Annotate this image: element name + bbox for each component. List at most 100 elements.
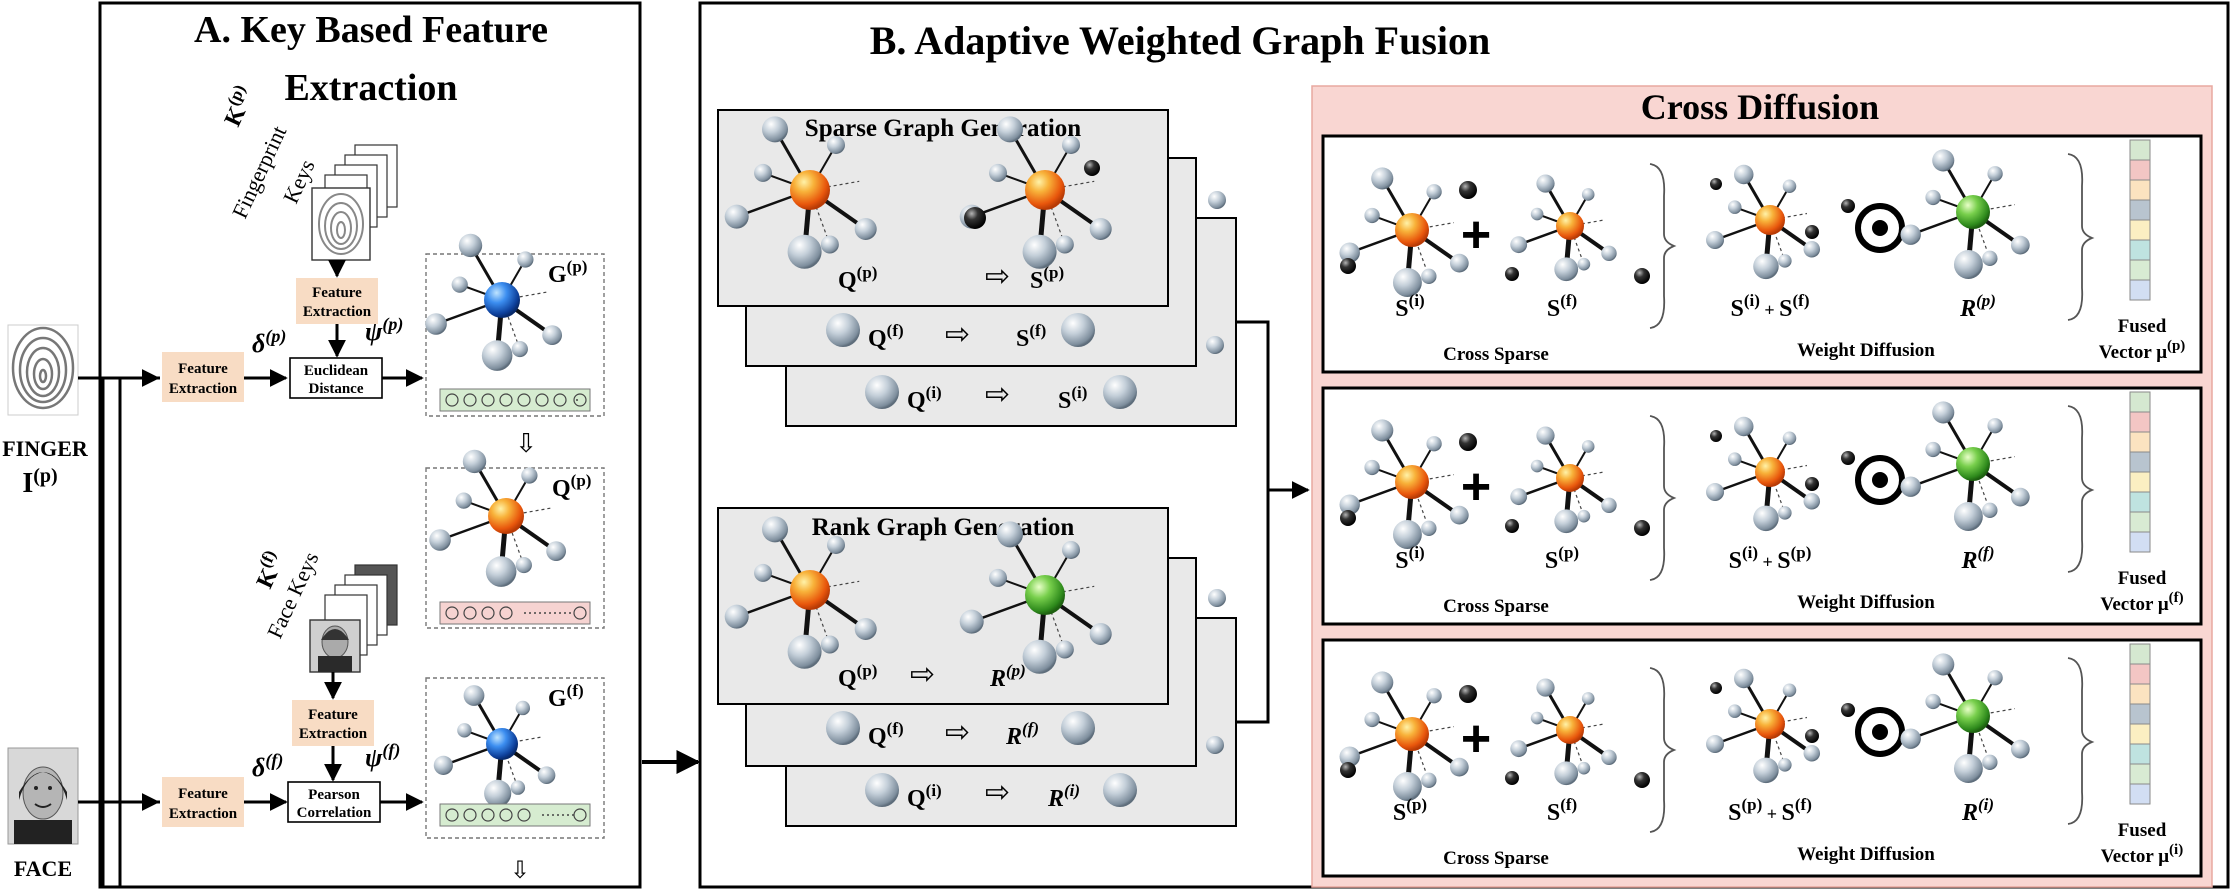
fingerprint-keys-label: K(p) (215, 82, 260, 131)
cross-diffusion-row-3: + S(p) S(f) S(p) + S(f) R(i) Cross Spars… (1321, 638, 2203, 878)
finger-input-label: FINGER (2, 436, 89, 461)
panel-a-border (98, 1, 642, 889)
sparse-q-p: Q(p) (838, 263, 877, 294)
sparse-q-f: Q(f) (868, 321, 904, 352)
psi-p-label: ψ(p) (365, 314, 403, 346)
svg-text:Feature: Feature (178, 786, 228, 802)
orange-star-graph (1706, 164, 1821, 280)
svg-text:S(f): S(f) (1547, 795, 1577, 826)
plus-sign: + (1461, 710, 1491, 768)
fused-label: Fused (2118, 568, 2167, 589)
svg-text:Feature: Feature (308, 707, 358, 723)
rank-r-f: R(f) (1005, 719, 1039, 750)
svg-text:S(p): S(p) (1393, 795, 1427, 826)
orange-star-graph (1706, 668, 1821, 784)
psi-f-label: ψ(f) (365, 740, 400, 772)
weight-diffusion-label: Weight Diffusion (1797, 844, 1935, 865)
rank-q-i: Q(i) (907, 781, 942, 812)
rank-arrow-3: ⇨ (985, 776, 1010, 809)
hadamard-operator (1855, 455, 1905, 505)
graph-box-g-f: G(f) (425, 677, 605, 839)
green-star-graph (1900, 149, 2030, 279)
plus-sign: + (1461, 206, 1491, 264)
face-icon (318, 625, 352, 672)
feature-vector-strip (445, 606, 587, 620)
svg-text:Correlation: Correlation (297, 805, 372, 821)
graph-box-q-p: Q(p) (425, 449, 605, 629)
feature-extraction-box-fingerprint-keys: Feature Extraction (296, 278, 378, 324)
svg-text:R(f): R(f) (1961, 543, 1995, 574)
rank-r-i: R(i) (1047, 781, 1080, 812)
green-star-graph (959, 521, 1112, 674)
fused-vector-bar (2129, 643, 2151, 805)
rank-r-p: R(p) (989, 661, 1026, 692)
fused-vector-bar (2129, 391, 2151, 553)
cross-diffusion-title: Cross Diffusion (1641, 87, 1879, 127)
cross-sparse-label: Cross Sparse (1443, 596, 1549, 617)
cross-row-box (1321, 386, 2203, 626)
vector-mu-label: Vector μ(f) (2100, 590, 2183, 615)
face-key-stack (309, 564, 398, 673)
cross-sparse-label: Cross Sparse (1443, 344, 1549, 365)
hadamard-operator (1855, 707, 1905, 757)
fused-vector-bar (2129, 139, 2151, 301)
rank-q-f: Q(f) (868, 719, 904, 750)
orange-star-graph (1706, 416, 1821, 532)
svg-text:G(f): G(f) (548, 681, 584, 712)
sparse-s-f: S(f) (1016, 321, 1046, 352)
feature-extraction-box-face-keys: Feature Extraction (292, 700, 374, 746)
delta-f-label: δ(f) (252, 750, 283, 782)
rank-arrow-1: ⇨ (910, 658, 935, 691)
rank-arrow-2: ⇨ (945, 716, 970, 749)
svg-text:Distance: Distance (309, 381, 364, 397)
orange-star-graph (1339, 419, 1469, 549)
cross-diffusion-panel: Cross Diffusion + S(i) S(f) S(i) + S(f) … (1311, 85, 2213, 888)
cross-diffusion-row-1: + S(i) S(f) S(i) + S(f) R(p) Cross Spars… (1321, 134, 2203, 374)
brace-2 (2067, 405, 2095, 573)
svg-text:S(i) + S(p): S(i) + S(p) (1729, 543, 1812, 574)
orange-star-graph (1510, 678, 1617, 786)
finger-input-image (7, 324, 79, 416)
sparse-arrow-1: ⇨ (985, 260, 1010, 293)
rank-graph-stack: Rank Graph Generation Q(p) ⇨ R(p) Q(f) ⇨… (717, 507, 1237, 827)
cross-row-box (1321, 638, 2203, 878)
stack-bracket (1236, 320, 1270, 724)
graph-box-g-p: G(p) (425, 233, 605, 417)
svg-text:Extraction: Extraction (299, 726, 368, 742)
rank-q-p: Q(p) (838, 661, 877, 692)
face-input-image (7, 747, 79, 845)
svg-text:Extraction: Extraction (303, 304, 372, 320)
cross-row-box (1321, 134, 2203, 374)
orange-star-graph (1339, 167, 1469, 297)
sparse-card-1 (717, 109, 1169, 307)
fingerprint-keys-text: Fingerprint (227, 122, 291, 222)
fused-label: Fused (2118, 316, 2167, 337)
plus-sign: + (1461, 458, 1491, 516)
face-input-label: FACE (14, 856, 72, 881)
svg-text:R(p): R(p) (1959, 291, 1996, 322)
panel-b: B. Adaptive Weighted Graph Fusion Sparse… (698, 1, 2230, 889)
orange-star-graph (959, 116, 1112, 269)
svg-text:S(p) + S(f): S(p) + S(f) (1728, 795, 1812, 826)
svg-text:K(p): K(p) (215, 82, 260, 131)
brace-1 (1649, 163, 1677, 329)
fingerprint-key-stack (311, 144, 398, 261)
fingerprint-icon (318, 193, 364, 255)
vector-mu-label: Vector μ(i) (2101, 842, 2183, 867)
delta-p-label: δ(p) (252, 326, 286, 358)
sparse-q-i: Q(i) (907, 383, 942, 414)
feature-vector-strip (445, 393, 587, 407)
svg-text:Q(p): Q(p) (552, 471, 591, 502)
rank-title: Rank Graph Generation (812, 514, 1075, 541)
blue-star-graph (425, 233, 563, 371)
sparse-arrow-3: ⇨ (985, 378, 1010, 411)
panel-a: A. Key Based Feature Extraction K(p) Fin… (2, 1, 642, 889)
euclidean-distance-box: Euclidean Distance (289, 357, 383, 399)
sparse-title: Sparse Graph Generation (805, 115, 1081, 142)
brace-1 (1649, 667, 1677, 833)
svg-text:Pearson: Pearson (308, 787, 360, 803)
weight-diffusion-label: Weight Diffusion (1797, 592, 1935, 613)
feature-extraction-box-face: Feature Extraction (162, 777, 244, 827)
finger-input-symbol: I(p) (22, 465, 57, 499)
green-star-graph (1900, 653, 2030, 783)
